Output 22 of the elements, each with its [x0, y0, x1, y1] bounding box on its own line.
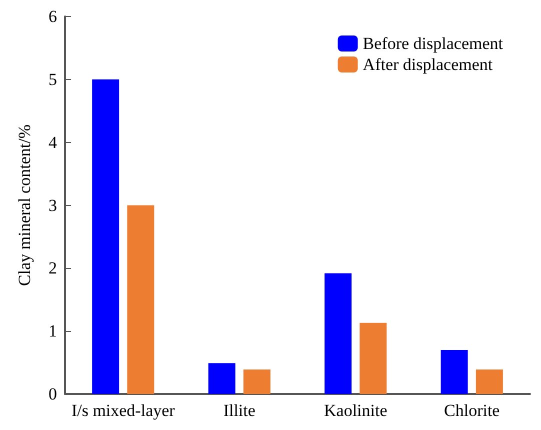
- bar: [208, 363, 236, 394]
- bar: [476, 369, 503, 394]
- y-tick-label: 6: [48, 7, 57, 26]
- y-tick-label: 4: [48, 132, 58, 152]
- y-tick-label: 5: [48, 70, 57, 89]
- y-axis-title: Clay mineral content/%: [15, 124, 34, 286]
- bar: [127, 205, 154, 394]
- legend-label: Before displacement: [362, 34, 504, 53]
- x-tick-label: Chlorite: [444, 401, 500, 420]
- bar: [243, 369, 270, 394]
- y-tick-label: 0: [48, 384, 57, 404]
- y-tick-label: 1: [48, 322, 57, 341]
- bar: [324, 273, 352, 394]
- y-tick-label: 2: [48, 258, 57, 278]
- legend-label: After displacement: [362, 55, 493, 74]
- x-tick-label: I/s mixed-layer: [71, 401, 176, 420]
- bar: [440, 350, 468, 394]
- bar: [92, 79, 120, 394]
- bar: [360, 322, 387, 394]
- x-tick-label: Kaolinite: [324, 401, 388, 420]
- y-tick-label: 3: [48, 196, 57, 215]
- x-tick-label: Illite: [223, 401, 256, 420]
